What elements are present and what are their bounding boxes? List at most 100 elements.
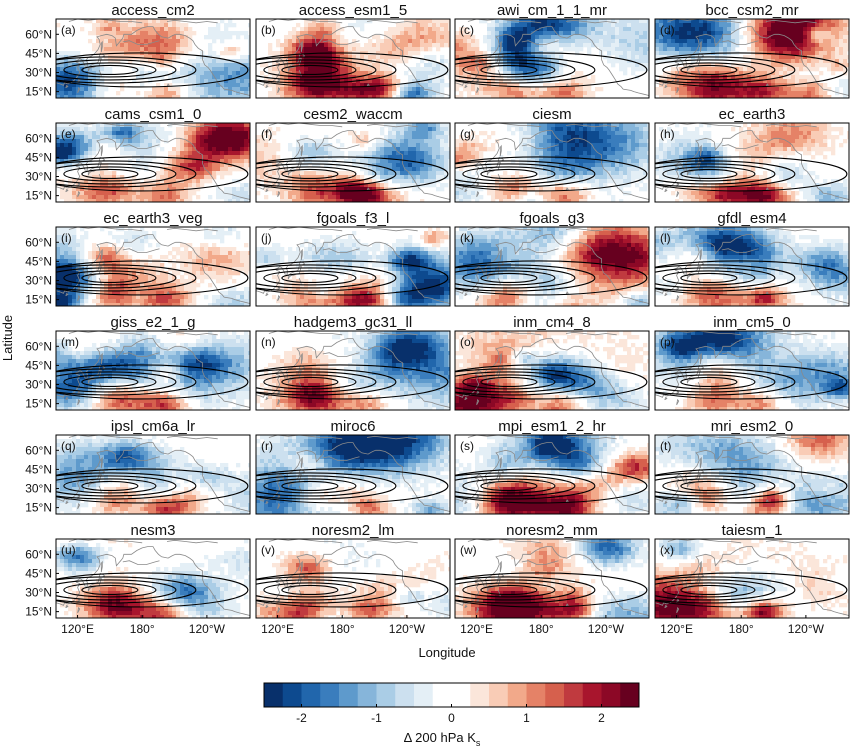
panel-letter: (d) xyxy=(660,23,675,37)
panel-letter: (g) xyxy=(460,127,475,141)
lat-tick-label: 15°N xyxy=(25,189,52,203)
lat-tick-label: 30°N xyxy=(25,586,52,600)
x-axis-label: Longitude xyxy=(418,645,475,660)
lat-tick-label: 30°N xyxy=(25,482,52,496)
panel-letter: (l) xyxy=(660,231,671,245)
anomaly-field xyxy=(56,123,250,202)
coastlines xyxy=(655,19,849,96)
colorbar-swatch xyxy=(376,683,396,707)
panel-miroc6: miroc6 (r) xyxy=(255,418,451,515)
lon-tick-label: 120°W xyxy=(389,622,426,636)
panel-letter: (s) xyxy=(460,439,474,453)
colorbar-swatch xyxy=(357,683,377,707)
panel-title: access_esm1_5 xyxy=(299,2,407,19)
panel-title: inm_cm4_8 xyxy=(513,314,591,331)
panel-frame xyxy=(55,226,251,307)
colorbar-swatch xyxy=(451,683,471,707)
panel-noresm2_mm: noresm2_mm (w) 120°E 180° 120°W xyxy=(454,522,650,636)
lat-tick-label: 60°N xyxy=(25,131,52,145)
panel-frame xyxy=(454,434,650,515)
panel-title: gfdl_esm4 xyxy=(717,210,786,227)
colorbar-label-main: Δ 200 hPa K xyxy=(404,730,477,745)
panel-letter: (h) xyxy=(660,127,675,141)
coastlines xyxy=(56,227,250,304)
colorbar-swatch xyxy=(470,683,490,707)
colorbar-swatch xyxy=(545,683,565,707)
panel-ec_earth3_veg: ec_earth3_veg (i) 60°N 45°N 30°N 15°N xyxy=(25,210,251,307)
panel-letter: (n) xyxy=(261,335,276,349)
panel-frame xyxy=(255,18,451,99)
lat-tick-label: 30°N xyxy=(25,274,52,288)
lat-tick-label: 45°N xyxy=(25,254,52,268)
panel-inm_cm4_8: inm_cm4_8 (o) xyxy=(454,314,650,411)
jet-contours xyxy=(256,572,449,608)
panel-letter: (f) xyxy=(261,127,272,141)
lat-tick-label: 30°N xyxy=(25,170,52,184)
colorbar-swatch xyxy=(582,683,602,707)
colorbar-swatch xyxy=(395,683,415,707)
coastlines xyxy=(56,123,250,200)
panel-access_cm2: access_cm2 (a) 60°N 45°N 30°N 15°N xyxy=(25,2,251,99)
panel-title: cesm2_waccm xyxy=(303,106,402,123)
panel-title: nesm3 xyxy=(130,522,175,539)
panel-ec_earth3: ec_earth3 (h) xyxy=(654,106,850,203)
panel-letter: (u) xyxy=(61,543,76,557)
lat-tick-label: 45°N xyxy=(25,462,52,476)
lat-tick-label: 15°N xyxy=(25,501,52,515)
panel-frame xyxy=(654,122,850,203)
colorbar-tick-label: -2 xyxy=(296,711,307,725)
panel-letter: (p) xyxy=(660,335,675,349)
panel-title: noresm2_lm xyxy=(312,522,395,539)
lat-tick-label: 45°N xyxy=(25,150,52,164)
panel-nesm3: nesm3 (u) 60°N 45°N 30°N 15°N 120°E 180° 120°W xyxy=(25,522,251,636)
panel-title: awi_cm_1_1_mr xyxy=(497,2,607,19)
jet-contours xyxy=(256,52,449,88)
y-axis-label: Latitude xyxy=(0,315,15,361)
panel-frame xyxy=(55,330,251,411)
jet-contours xyxy=(256,468,449,504)
panel-letter: (w) xyxy=(460,543,477,557)
colorbar-swatch xyxy=(264,683,284,707)
panel-letter: (c) xyxy=(460,23,474,37)
panel-letter: (t) xyxy=(660,439,671,453)
jet-contours xyxy=(56,572,249,608)
coastlines xyxy=(256,435,450,512)
panel-frame xyxy=(55,434,251,515)
colorbar-tick-label: 1 xyxy=(523,711,530,725)
lat-tick-label: 30°N xyxy=(25,378,52,392)
panel-frame xyxy=(654,18,850,99)
panel-bcc_csm2_mr: bcc_csm2_mr (d) xyxy=(654,2,850,99)
jet-contours xyxy=(655,260,848,296)
jet-contours xyxy=(56,364,249,400)
panel-frame xyxy=(255,330,451,411)
lon-tick-label: 180° xyxy=(330,622,355,636)
panel-inm_cm5_0: inm_cm5_0 (p) xyxy=(654,314,850,411)
panel-noresm2_lm: noresm2_lm (v) 120°E 180° 120°W xyxy=(255,522,451,636)
panel-title: ec_earth3_veg xyxy=(103,210,202,227)
panel-fgoals_g3: fgoals_g3 (k) xyxy=(454,210,650,307)
lat-tick-label: 30°N xyxy=(25,66,52,80)
colorbar-tick-label: -1 xyxy=(371,711,382,725)
lon-tick-label: 120°E xyxy=(61,622,94,636)
panel-title: bcc_csm2_mr xyxy=(705,2,798,19)
panel-title: access_cm2 xyxy=(111,2,194,19)
panel-title: hadgem3_gc31_ll xyxy=(294,314,412,331)
lon-tick-label: 120°W xyxy=(189,622,226,636)
panel-frame xyxy=(454,226,650,307)
panel-frame xyxy=(55,18,251,99)
colorbar-swatch xyxy=(282,683,302,707)
lon-tick-label: 120°W xyxy=(588,622,625,636)
anomaly-field xyxy=(256,435,450,514)
panel-title: miroc6 xyxy=(330,418,375,435)
panel-title: ciesm xyxy=(532,106,571,123)
lat-tick-label: 45°N xyxy=(25,46,52,60)
colorbar-swatch xyxy=(564,683,584,707)
panel-title: noresm2_mm xyxy=(506,522,598,539)
panel-mpi_esm1_2_hr: mpi_esm1_2_hr (s) xyxy=(454,418,650,515)
panel-frame xyxy=(255,226,451,307)
panel-frame xyxy=(454,538,650,619)
panel-title: fgoals_f3_l xyxy=(317,210,390,227)
colorbar-swatch xyxy=(507,683,527,707)
lat-tick-label: 15°N xyxy=(25,605,52,619)
